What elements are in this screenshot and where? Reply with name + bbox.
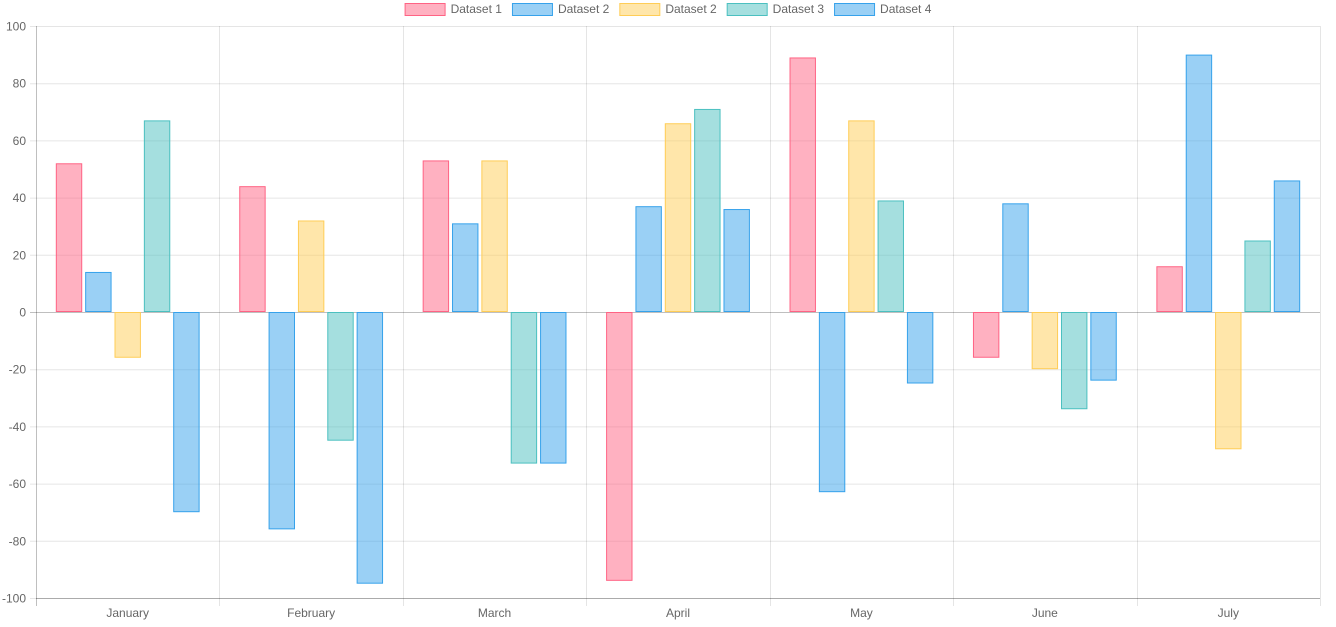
bar-4-june[interactable] [1060, 312, 1088, 410]
legend-swatch [834, 3, 876, 16]
bar-2-april[interactable] [635, 206, 662, 312]
legend-swatch [726, 3, 768, 16]
bar-1-july[interactable] [1156, 266, 1183, 312]
bar-4-january[interactable] [143, 120, 171, 312]
bar-1-april[interactable] [606, 312, 633, 581]
y-tick-label: 100 [6, 20, 26, 34]
bar-1-february[interactable] [239, 186, 266, 312]
legend: Dataset 1 Dataset 2 Dataset 2 Dataset 3 Data… [404, 2, 932, 16]
bar-4-july[interactable] [1244, 240, 1271, 312]
bar-5-april[interactable] [723, 209, 750, 312]
bar-4-april[interactable] [694, 108, 721, 312]
bar-5-january[interactable] [173, 312, 200, 513]
bar-2-march[interactable] [452, 223, 479, 312]
legend-label: Dataset 3 [773, 2, 825, 16]
bar-1-march[interactable] [422, 160, 450, 312]
y-tick-label: -40 [9, 420, 27, 434]
bar-5-july[interactable] [1273, 180, 1301, 312]
x-tick-label: March [478, 606, 511, 620]
legend-label: Dataset 4 [880, 2, 932, 16]
bar-2-january[interactable] [85, 271, 112, 312]
y-tick-label: 40 [13, 191, 27, 205]
bar-3-february[interactable] [297, 220, 325, 312]
legend-swatch [404, 3, 446, 16]
y-tick-label: 20 [13, 248, 27, 262]
bars [55, 54, 1301, 584]
legend-item-4[interactable]: Dataset 3 [726, 2, 825, 16]
y-tick-label: -80 [9, 534, 27, 548]
x-tick-label: April [666, 606, 690, 620]
bar-3-july[interactable] [1215, 312, 1242, 450]
grid-lines [30, 26, 1321, 606]
legend-label: Dataset 1 [451, 2, 503, 16]
bar-4-march[interactable] [510, 312, 538, 464]
x-tick-label: June [1032, 606, 1058, 620]
bar-1-may[interactable] [789, 57, 816, 312]
x-tick-label: July [1218, 606, 1239, 620]
axes: -100 -80 -60 -40 -20 0 20 40 60 80 100 January Febru… [2, 20, 1320, 620]
bar-3-may[interactable] [848, 120, 875, 312]
bar-3-april[interactable] [664, 123, 692, 312]
legend-label: Dataset 2 [665, 2, 717, 16]
legend-item-5[interactable]: Dataset 4 [834, 2, 932, 16]
bar-2-may[interactable] [818, 312, 846, 493]
bar-2-july[interactable] [1185, 54, 1213, 312]
legend-item-3[interactable]: Dataset 2 [619, 2, 717, 16]
bar-3-january[interactable] [114, 312, 141, 358]
x-tick-label: May [850, 606, 873, 620]
bar-5-may[interactable] [906, 312, 934, 384]
legend-swatch [619, 3, 661, 16]
bar-1-january[interactable] [55, 163, 83, 312]
bar-4-may[interactable] [877, 200, 904, 313]
y-tick-label: -100 [2, 592, 26, 606]
bar-2-june[interactable] [1002, 203, 1029, 313]
bar-2-february[interactable] [268, 312, 296, 530]
bar-3-june[interactable] [1031, 312, 1059, 370]
bar-4-february[interactable] [327, 312, 354, 441]
legend-item-2[interactable]: Dataset 2 [511, 2, 610, 16]
bar-5-june[interactable] [1090, 312, 1117, 381]
legend-label: Dataset 2 [558, 2, 610, 16]
y-tick-label: -20 [9, 363, 27, 377]
bar-3-march[interactable] [481, 160, 508, 312]
y-tick-label: 80 [13, 77, 27, 91]
legend-item-1[interactable]: Dataset 1 [404, 2, 503, 16]
y-tick-label: 0 [19, 306, 26, 320]
x-tick-label: February [287, 606, 335, 620]
bar-5-march[interactable] [540, 312, 567, 464]
bar-1-june[interactable] [972, 312, 1000, 358]
x-tick-label: January [106, 606, 149, 620]
bar-5-february[interactable] [356, 312, 384, 584]
y-tick-label: 60 [13, 134, 27, 148]
legend-swatch [511, 3, 553, 16]
y-tick-label: -60 [9, 477, 27, 491]
